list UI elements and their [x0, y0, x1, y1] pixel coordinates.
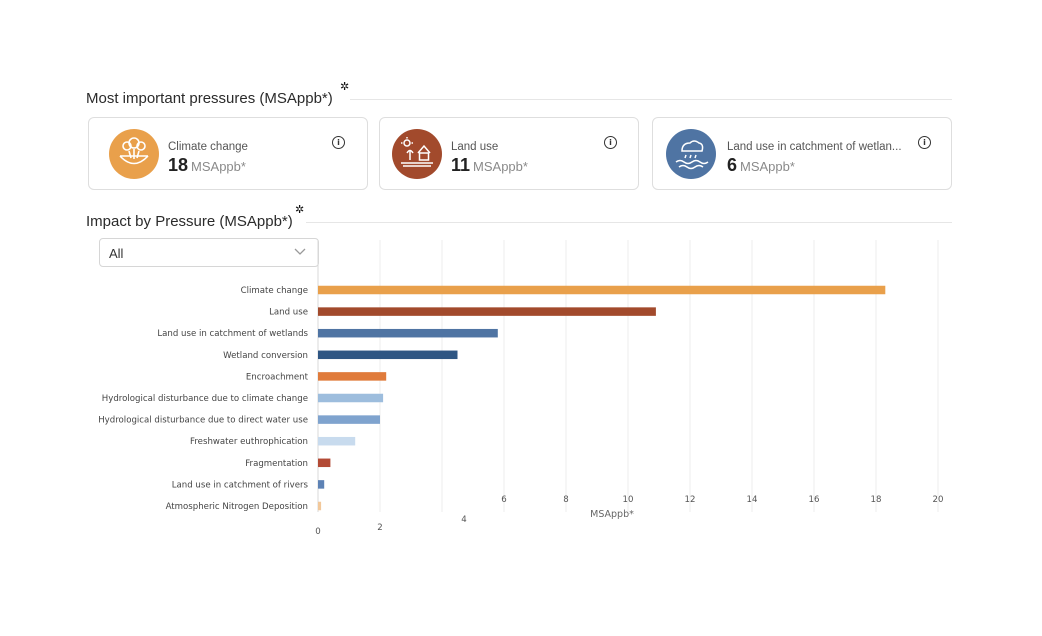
bar[interactable] [318, 436, 356, 446]
filter-selected-value: All [109, 246, 124, 261]
pressure-card-land-use[interactable]: Land use 11 MSAppb* i [379, 117, 639, 190]
x-tick-label: 2 [377, 523, 382, 533]
bar[interactable] [318, 307, 656, 316]
x-tick-label: 16 [809, 495, 820, 505]
pressure-filter-select[interactable]: All [99, 238, 319, 267]
card-value: 6 [727, 155, 738, 175]
pressures-section-title: Most important pressures (MSAppb*) [86, 90, 333, 107]
category-label: Hydrological disturbance due to direct w… [98, 416, 308, 426]
category-label: Encroachment [246, 372, 309, 382]
category-label: Atmospheric Nitrogen Deposition [166, 502, 308, 512]
info-icon[interactable]: i [332, 136, 345, 149]
card-unit: MSAppb* [191, 159, 246, 174]
category-label: Wetland conversion [223, 351, 308, 361]
card-unit: MSAppb* [473, 159, 528, 174]
pressure-card-land-use-wetlands[interactable]: Land use in catchment of wetlan... 6 MSAp… [652, 117, 952, 190]
bar[interactable] [318, 480, 325, 489]
bar[interactable] [318, 285, 886, 295]
x-tick-label: 10 [623, 495, 634, 505]
x-tick-label: 6 [501, 495, 506, 505]
card-unit: MSAppb* [740, 159, 795, 174]
land-use-icon [392, 129, 442, 179]
x-tick-label: 20 [933, 495, 944, 505]
lightbulb-icon[interactable]: ✲ [295, 204, 305, 216]
bar[interactable] [318, 372, 387, 381]
climate-icon [109, 129, 159, 179]
bar[interactable] [318, 350, 458, 360]
section-divider [350, 99, 952, 100]
category-label: Fragmentation [245, 459, 308, 469]
category-label: Land use in catchment of rivers [172, 480, 309, 490]
card-value: 11 [451, 155, 471, 175]
category-label: Hydrological disturbance due to climate … [102, 394, 308, 404]
impact-section-title: Impact by Pressure (MSAppb*) [86, 213, 293, 230]
x-tick-label: 0 [315, 527, 320, 537]
category-label: Land use in catchment of wetlands [157, 329, 308, 339]
category-label: Land use [269, 308, 308, 318]
bar[interactable] [318, 415, 380, 424]
lightbulb-icon[interactable]: ✲ [340, 81, 350, 93]
x-tick-label: 4 [461, 515, 466, 525]
category-label: Climate change [241, 286, 308, 296]
chevron-down-icon [294, 248, 306, 255]
category-label: Freshwater euthrophication [190, 437, 308, 447]
section-divider [306, 222, 952, 223]
info-icon[interactable]: i [604, 136, 617, 149]
x-axis-label: MSAppb* [590, 509, 634, 520]
bar[interactable] [318, 393, 384, 403]
card-value: 18 [168, 155, 189, 175]
bar[interactable] [318, 328, 498, 338]
pressure-card-climate-change[interactable]: Climate change 18 MSAppb* i [88, 117, 368, 190]
x-tick-label: 18 [871, 495, 882, 505]
x-tick-label: 12 [685, 495, 696, 505]
bar[interactable] [318, 501, 322, 511]
wetland-icon [666, 129, 716, 179]
info-icon[interactable]: i [918, 136, 931, 149]
x-tick-label: 14 [747, 495, 758, 505]
bar[interactable] [318, 458, 331, 468]
x-tick-label: 8 [563, 495, 568, 505]
